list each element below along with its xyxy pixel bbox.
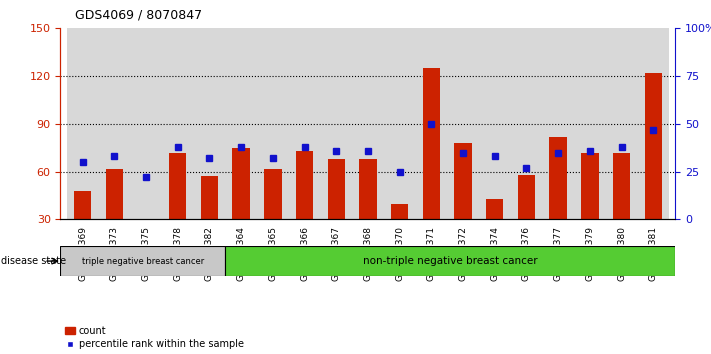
Bar — [169, 153, 186, 219]
Bar — [137, 219, 155, 223]
Bar — [479, 28, 510, 219]
Bar — [606, 28, 637, 219]
Bar — [542, 28, 574, 219]
Bar — [550, 137, 567, 219]
Bar — [447, 28, 479, 219]
Bar — [518, 175, 535, 219]
Bar — [637, 28, 669, 219]
Bar — [130, 28, 162, 219]
Bar — [232, 148, 250, 219]
Bar — [613, 153, 630, 219]
Bar — [486, 199, 503, 219]
Bar — [296, 151, 314, 219]
Bar — [106, 169, 123, 219]
Bar — [201, 176, 218, 219]
Legend: count, percentile rank within the sample: count, percentile rank within the sample — [65, 326, 244, 349]
Bar — [454, 143, 472, 219]
Bar — [67, 28, 99, 219]
Bar — [510, 28, 542, 219]
FancyBboxPatch shape — [60, 246, 225, 276]
Bar — [645, 73, 662, 219]
Bar — [99, 28, 130, 219]
Bar — [193, 28, 225, 219]
Bar — [321, 28, 352, 219]
Bar — [74, 191, 91, 219]
Bar — [574, 28, 606, 219]
Bar — [422, 68, 440, 219]
Bar — [328, 159, 345, 219]
Bar — [225, 28, 257, 219]
Text: disease state: disease state — [1, 256, 67, 266]
Bar — [162, 28, 193, 219]
Bar — [384, 28, 415, 219]
Bar — [264, 169, 282, 219]
FancyBboxPatch shape — [225, 246, 675, 276]
Text: non-triple negative breast cancer: non-triple negative breast cancer — [363, 256, 538, 266]
Bar — [352, 28, 384, 219]
Bar — [391, 204, 408, 219]
Text: GDS4069 / 8070847: GDS4069 / 8070847 — [75, 9, 202, 22]
Text: triple negative breast cancer: triple negative breast cancer — [82, 257, 204, 266]
Bar — [257, 28, 289, 219]
Bar — [289, 28, 321, 219]
Bar — [581, 153, 599, 219]
Bar — [359, 159, 377, 219]
Bar — [415, 28, 447, 219]
